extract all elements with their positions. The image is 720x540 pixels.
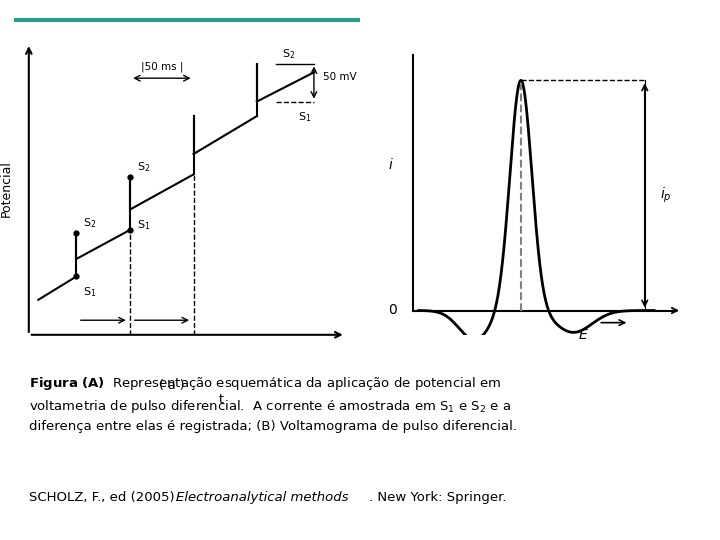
Text: $\bf{Figura\ (A)}$  Representação esquemática da aplicação de potencial em
volta: $\bf{Figura\ (A)}$ Representação esquemá… (29, 375, 517, 433)
Text: S$_1$: S$_1$ (137, 218, 150, 232)
Text: S$_2$: S$_2$ (137, 160, 150, 174)
Text: Electroanalytical methods: Electroanalytical methods (176, 491, 348, 504)
Text: i$_p$: i$_p$ (660, 186, 672, 205)
Text: 50 mV: 50 mV (323, 72, 357, 82)
Text: . New York: Springer.: . New York: Springer. (369, 491, 506, 504)
Text: S$_2$: S$_2$ (83, 216, 96, 230)
Text: t: t (219, 393, 224, 406)
Text: S$_1$: S$_1$ (83, 285, 96, 299)
Text: |50 ms |: |50 ms | (140, 62, 183, 72)
Text: S$_1$: S$_1$ (298, 110, 312, 124)
Text: 0: 0 (388, 303, 397, 318)
Text: ( a ): ( a ) (158, 379, 184, 392)
Text: Potencial: Potencial (0, 160, 13, 218)
Text: SCHOLZ, F., ed (2005).: SCHOLZ, F., ed (2005). (29, 491, 183, 504)
Text: i: i (389, 158, 393, 172)
Text: S$_2$: S$_2$ (282, 47, 295, 60)
Text: E: E (578, 327, 588, 341)
